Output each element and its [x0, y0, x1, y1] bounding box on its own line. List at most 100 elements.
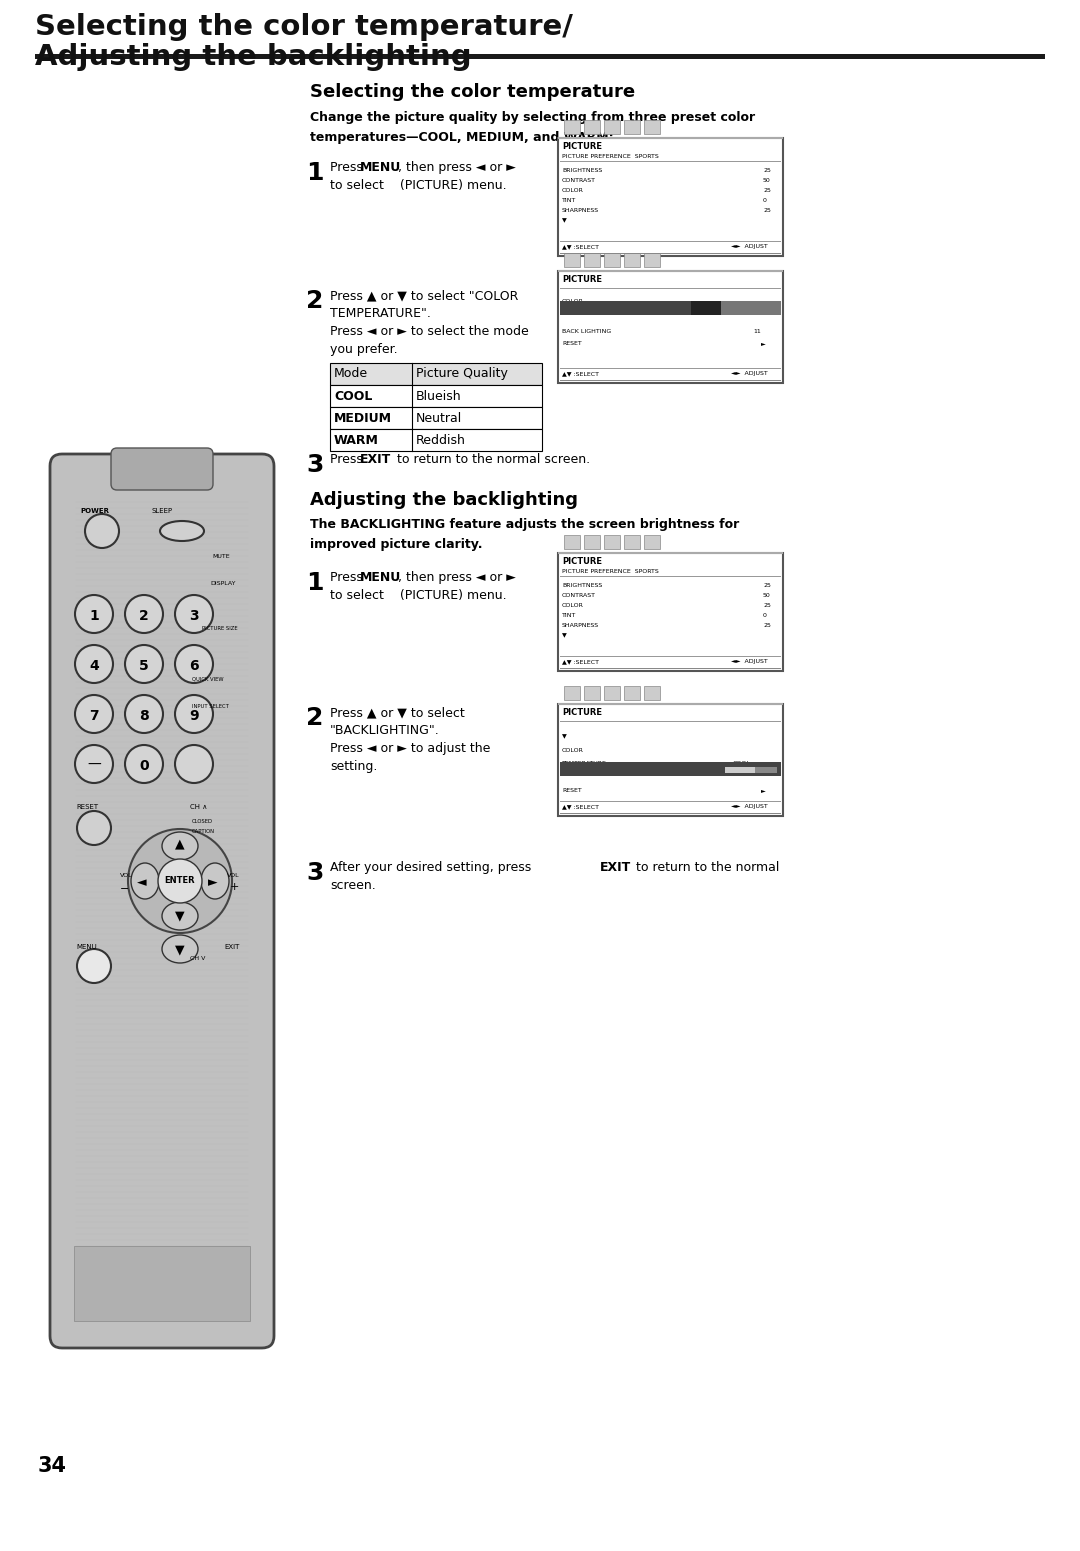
Text: ►: ► [208, 876, 218, 889]
Text: TEMPERATURE: TEMPERATURE [562, 762, 607, 766]
Text: ◄►  ADJUST: ◄► ADJUST [731, 803, 768, 810]
Text: BACK LIGHTING: BACK LIGHTING [562, 329, 611, 333]
Text: 3: 3 [306, 453, 323, 478]
Text: 8: 8 [139, 709, 149, 723]
Bar [564, 253, 580, 267]
Text: Press ◄ or ► to adjust the: Press ◄ or ► to adjust the [330, 741, 490, 755]
Text: SHARPNESS: SHARPNESS [562, 624, 599, 628]
Text: COOL: COOL [334, 389, 373, 403]
Text: setting.: setting. [330, 760, 377, 772]
Text: COOL: COOL [733, 762, 751, 766]
Text: Press: Press [330, 161, 367, 174]
Ellipse shape [131, 862, 159, 900]
Circle shape [75, 596, 113, 633]
Text: 25: 25 [762, 583, 771, 588]
Circle shape [158, 859, 202, 903]
Ellipse shape [162, 935, 198, 963]
Text: VOL: VOL [227, 873, 240, 878]
Text: Press ▲ or ▼ to select "COLOR: Press ▲ or ▼ to select "COLOR [330, 288, 518, 302]
Text: MUTE: MUTE [212, 554, 230, 558]
Text: PICTURE: PICTURE [562, 275, 602, 284]
Text: 3: 3 [306, 861, 323, 886]
Text: 25: 25 [762, 624, 771, 628]
Text: ▼: ▼ [175, 909, 185, 921]
Text: MEDIUM/WARM: MEDIUM/WARM [723, 315, 765, 320]
Circle shape [125, 744, 163, 783]
Text: to select    (PICTURE) menu.: to select (PICTURE) menu. [330, 178, 507, 192]
Ellipse shape [160, 521, 204, 541]
Text: BRIGHTNESS: BRIGHTNESS [562, 168, 603, 174]
Text: 2: 2 [306, 706, 323, 731]
Bar [604, 253, 620, 267]
Text: 50: 50 [762, 178, 771, 183]
Text: 5: 5 [139, 659, 149, 673]
Circle shape [125, 596, 163, 633]
Text: MENU: MENU [360, 161, 402, 174]
Text: to return to the normal screen.: to return to the normal screen. [393, 453, 590, 465]
Text: PICTURE PREFERENCE  SPORTS: PICTURE PREFERENCE SPORTS [562, 569, 659, 574]
Text: ▲▼ :SELECT: ▲▼ :SELECT [562, 244, 599, 250]
Text: 25: 25 [762, 603, 771, 608]
Bar [624, 119, 640, 133]
Text: Press: Press [330, 453, 367, 465]
Circle shape [77, 811, 111, 845]
Text: COOL: COOL [693, 315, 708, 320]
Text: RESET: RESET [562, 788, 582, 793]
Bar [330, 385, 542, 406]
Bar [644, 253, 660, 267]
Bar [330, 363, 542, 385]
Text: 3: 3 [189, 610, 199, 624]
Bar [75, 1245, 249, 1321]
Bar [624, 686, 640, 700]
Bar [691, 301, 781, 315]
Text: , then press ◄ or ►: , then press ◄ or ► [399, 571, 516, 585]
Bar [584, 535, 600, 549]
Bar [35, 54, 1045, 59]
Bar [604, 686, 620, 700]
Text: PICTURE PREFERENCE  SPORTS: PICTURE PREFERENCE SPORTS [562, 154, 659, 160]
Circle shape [77, 949, 111, 983]
Text: 0: 0 [139, 758, 149, 772]
Circle shape [85, 513, 119, 548]
Circle shape [75, 744, 113, 783]
Circle shape [125, 645, 163, 682]
Text: Press ▲ or ▼ to select: Press ▲ or ▼ to select [330, 706, 464, 720]
Text: screen.: screen. [330, 879, 376, 892]
Bar [558, 270, 783, 271]
Text: ◄: ◄ [137, 876, 147, 889]
Text: PICTURE: PICTURE [562, 707, 602, 717]
Text: CH ∧: CH ∧ [190, 803, 207, 810]
Circle shape [175, 596, 213, 633]
Text: 4: 4 [90, 659, 99, 673]
Circle shape [175, 744, 213, 783]
Text: 7: 7 [90, 709, 98, 723]
Circle shape [175, 645, 213, 682]
Text: ◄►  ADJUST: ◄► ADJUST [731, 659, 768, 664]
Text: you prefer.: you prefer. [330, 343, 397, 357]
Text: COLOR: COLOR [562, 603, 584, 608]
Bar [644, 686, 660, 700]
Text: ▲▼ :SELECT: ▲▼ :SELECT [562, 803, 599, 810]
Bar [558, 704, 783, 816]
Text: Selecting the color temperature/: Selecting the color temperature/ [35, 12, 572, 40]
Text: ►: ► [761, 788, 766, 793]
Text: Neutral: Neutral [416, 413, 462, 425]
Bar [558, 552, 783, 554]
Text: MENU: MENU [360, 571, 402, 585]
Bar [691, 301, 721, 315]
Text: 25: 25 [762, 168, 771, 174]
Text: After your desired setting, press: After your desired setting, press [330, 861, 536, 875]
Bar [624, 535, 640, 549]
Ellipse shape [201, 862, 229, 900]
Bar [558, 136, 783, 140]
Text: ▲▼ :SELECT: ▲▼ :SELECT [562, 659, 599, 664]
Text: ▼: ▼ [562, 734, 567, 738]
Text: RESET: RESET [76, 803, 98, 810]
Text: +: + [230, 883, 240, 892]
Text: RESET: RESET [562, 341, 582, 346]
Text: CLOSED: CLOSED [192, 819, 213, 824]
Text: Selecting the color temperature: Selecting the color temperature [310, 84, 635, 101]
FancyBboxPatch shape [50, 454, 274, 1348]
Text: 6: 6 [189, 659, 199, 673]
Text: Blueish: Blueish [416, 389, 461, 403]
